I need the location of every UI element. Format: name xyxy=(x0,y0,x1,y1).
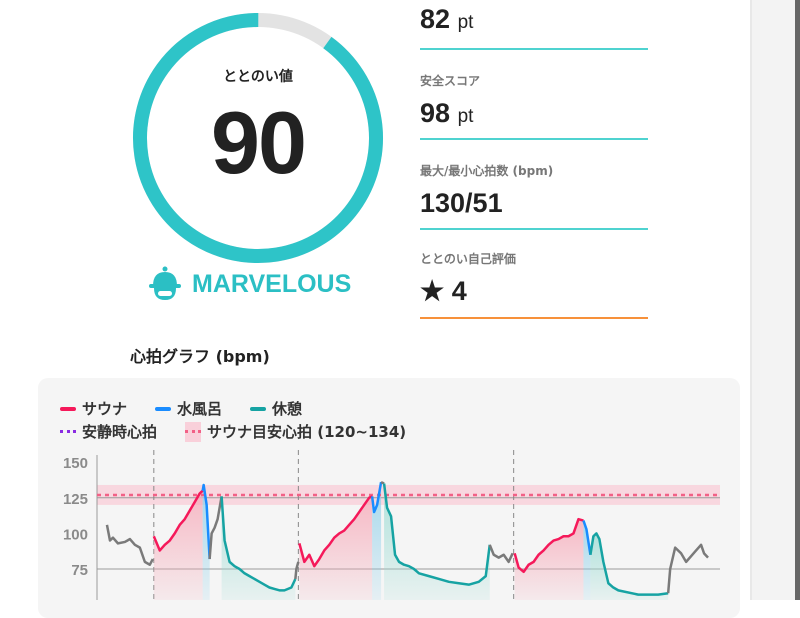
segment-line-rest xyxy=(589,532,669,596)
segment-line-rest xyxy=(382,483,491,586)
y-tick-label: 100 xyxy=(63,526,88,543)
segment-line-sauna xyxy=(298,495,373,568)
stat-divider xyxy=(420,138,648,140)
y-tick-label: 150 xyxy=(63,455,88,472)
segment-fill-sauna xyxy=(299,496,373,600)
segment-fill-rest xyxy=(590,533,669,600)
segment-line-cold xyxy=(370,481,383,514)
segment-line-other xyxy=(105,524,154,566)
legend-row: サウナ 水風呂 休憩 xyxy=(60,398,302,419)
bell-mascot-icon xyxy=(149,266,181,300)
segment-line-sauna xyxy=(152,489,204,552)
legend-swatch-resting xyxy=(60,430,76,433)
segment-fill-cold xyxy=(202,484,210,600)
score-value: 90 xyxy=(211,93,307,192)
star-icon: ★ xyxy=(420,276,445,306)
stat-divider xyxy=(420,48,648,50)
rank-label: MARVELOUS xyxy=(192,269,352,298)
rank-badge: MARVELOUS xyxy=(148,266,351,302)
scrollbar[interactable] xyxy=(795,0,800,600)
segment-line-other xyxy=(666,543,709,594)
y-tick-label: 125 xyxy=(63,491,88,508)
stat-self-rating: ととのい自己評価 ★ 4 xyxy=(420,250,648,319)
segment-line-cold xyxy=(201,483,211,560)
stat-score: 82 pt xyxy=(420,0,648,50)
segment-fill-rest xyxy=(221,496,296,600)
stat-heart-rate: 最大/最小心拍数 (bpm) 130/51 xyxy=(420,162,648,230)
segment-fill-rest xyxy=(384,483,490,600)
segment-line-rest xyxy=(220,496,297,592)
heart-rate-chart: 150 125 100 75 xyxy=(63,450,720,600)
segment-line-other xyxy=(208,496,223,560)
segment-line-other xyxy=(294,561,300,580)
legend-swatch-rest xyxy=(250,406,267,411)
stat-divider xyxy=(420,317,648,319)
legend-swatch-sauna xyxy=(60,406,76,411)
score-ring xyxy=(133,12,383,263)
segment-line-other xyxy=(488,544,514,564)
legend-swatch-target xyxy=(185,421,202,442)
target-band xyxy=(97,484,720,505)
legend-row: 安静時心拍 サウナ目安心拍 (120~134) xyxy=(60,421,406,442)
side-panel xyxy=(750,0,800,600)
stat-safety: 安全スコア 98 pt xyxy=(420,72,648,140)
segment-line-cold xyxy=(582,520,592,555)
segment-fill-sauna xyxy=(153,490,203,600)
ring-progress xyxy=(133,12,383,263)
segment-fill-cold xyxy=(583,520,591,600)
y-tick-label: 75 xyxy=(71,562,88,579)
graph-title: 心拍グラフ (bpm) xyxy=(130,347,270,366)
segment-line-other xyxy=(380,481,385,485)
segment-line-sauna xyxy=(513,517,584,574)
segment-fill-sauna xyxy=(514,519,584,600)
legend-swatch-cold xyxy=(155,406,172,411)
score-label: ととのい値 xyxy=(223,69,293,85)
stat-divider xyxy=(420,228,648,230)
